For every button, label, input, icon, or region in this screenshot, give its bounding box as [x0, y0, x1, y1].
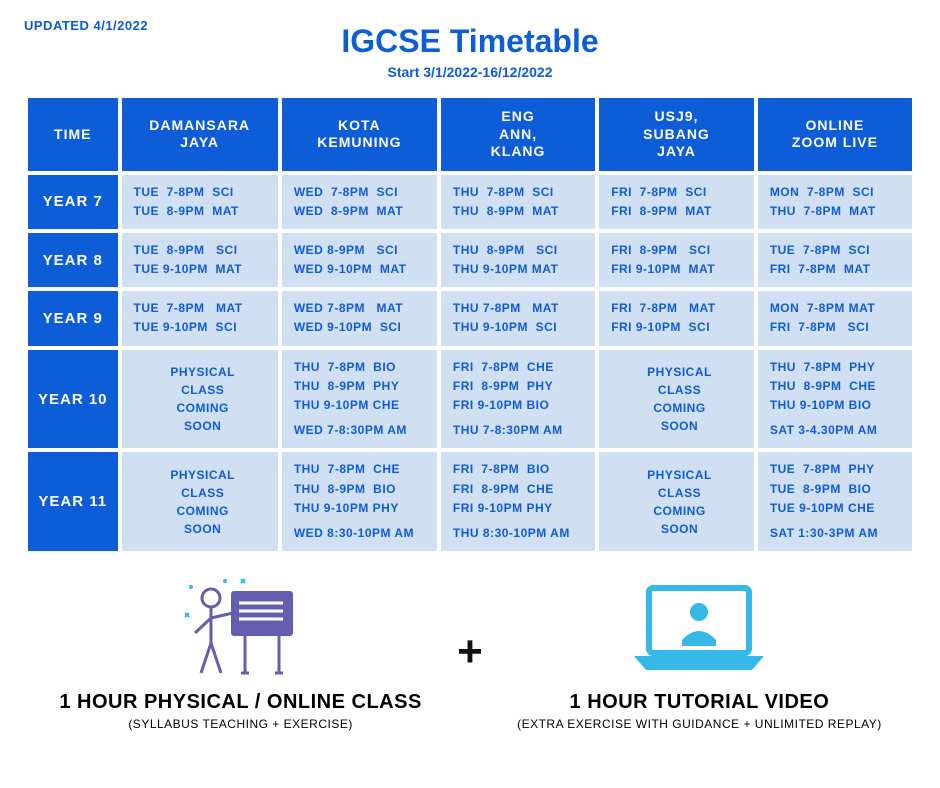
schedule-cell: FRI 7-8PM CHEFRI 8-9PM PHYFRI 9-10PM BIO…: [441, 350, 595, 449]
page-title: IGCSE Timetable: [24, 23, 916, 60]
schedule-cell: TUE 7-8PM SCIFRI 7-8PM MAT: [758, 233, 912, 287]
location-header: DAMANSARAJAYA: [122, 98, 278, 171]
year-label: YEAR 10: [28, 350, 118, 449]
coming-soon-cell: PHYSICALCLASSCOMINGSOON: [599, 350, 754, 449]
coming-soon-cell: PHYSICALCLASSCOMINGSOON: [599, 452, 754, 551]
year-label: YEAR 7: [28, 175, 118, 229]
location-header: KOTAKEMUNING: [282, 98, 437, 171]
schedule-cell: THU 7-8PM SCITHU 8-9PM MAT: [441, 175, 595, 229]
schedule-cell: THU 7-8PM MATTHU 9-10PM SCI: [441, 291, 595, 345]
tutorial-video-title: 1 HOUR TUTORIAL VIDEO: [483, 691, 916, 714]
schedule-cell: FRI 7-8PM BIOFRI 8-9PM CHEFRI 9-10PM PHY…: [441, 452, 595, 551]
tutorial-video-sub: (EXTRA EXERCISE WITH GUIDANCE + UNLIMITE…: [483, 717, 916, 731]
time-header: TIME: [28, 98, 118, 171]
physical-class-col: 1 HOUR PHYSICAL / ONLINE CLASS (SYLLABUS…: [24, 573, 457, 731]
laptop-video-icon: [483, 573, 916, 683]
schedule-cell: WED 8-9PM SCIWED 9-10PM MAT: [282, 233, 437, 287]
schedule-cell: TUE 7-8PM PHYTUE 8-9PM BIOTUE 9-10PM CHE…: [758, 452, 912, 551]
schedule-cell: THU 7-8PM PHYTHU 8-9PM CHETHU 9-10PM BIO…: [758, 350, 912, 449]
year-label: YEAR 8: [28, 233, 118, 287]
schedule-cell: TUE 8-9PM SCITUE 9-10PM MAT: [122, 233, 278, 287]
plus-icon: +: [457, 627, 483, 677]
schedule-cell: FRI 8-9PM SCIFRI 9-10PM MAT: [599, 233, 754, 287]
timetable: TIMEDAMANSARAJAYAKOTAKEMUNINGENGANN,KLAN…: [24, 94, 916, 555]
schedule-cell: TUE 7-8PM SCITUE 8-9PM MAT: [122, 175, 278, 229]
tutorial-video-col: 1 HOUR TUTORIAL VIDEO (EXTRA EXERCISE WI…: [483, 573, 916, 731]
coming-soon-cell: PHYSICALCLASSCOMINGSOON: [122, 350, 278, 449]
year-label: YEAR 9: [28, 291, 118, 345]
schedule-cell: WED 7-8PM SCIWED 8-9PM MAT: [282, 175, 437, 229]
coming-soon-cell: PHYSICALCLASSCOMINGSOON: [122, 452, 278, 551]
year-label: YEAR 11: [28, 452, 118, 551]
schedule-cell: THU 8-9PM SCITHU 9-10PM MAT: [441, 233, 595, 287]
location-header: ENGANN,KLANG: [441, 98, 595, 171]
schedule-cell: FRI 7-8PM SCIFRI 8-9PM MAT: [599, 175, 754, 229]
physical-class-sub: (SYLLABUS TEACHING + EXERCISE): [24, 717, 457, 731]
page-subtitle: Start 3/1/2022-16/12/2022: [24, 64, 916, 80]
bottom-bar: 1 HOUR PHYSICAL / ONLINE CLASS (SYLLABUS…: [24, 573, 916, 731]
physical-class-title: 1 HOUR PHYSICAL / ONLINE CLASS: [24, 691, 457, 714]
schedule-cell: MON 7-8PM SCITHU 7-8PM MAT: [758, 175, 912, 229]
location-header: USJ9,SUBANGJAYA: [599, 98, 754, 171]
location-header: ONLINEZOOM LIVE: [758, 98, 912, 171]
schedule-cell: THU 7-8PM BIOTHU 8-9PM PHYTHU 9-10PM CHE…: [282, 350, 437, 449]
teacher-board-icon: [24, 573, 457, 683]
schedule-cell: MON 7-8PM MATFRI 7-8PM SCI: [758, 291, 912, 345]
schedule-cell: FRI 7-8PM MATFRI 9-10PM SCI: [599, 291, 754, 345]
schedule-cell: TUE 7-8PM MATTUE 9-10PM SCI: [122, 291, 278, 345]
schedule-cell: WED 7-8PM MATWED 9-10PM SCI: [282, 291, 437, 345]
schedule-cell: THU 7-8PM CHETHU 8-9PM BIOTHU 9-10PM PHY…: [282, 452, 437, 551]
